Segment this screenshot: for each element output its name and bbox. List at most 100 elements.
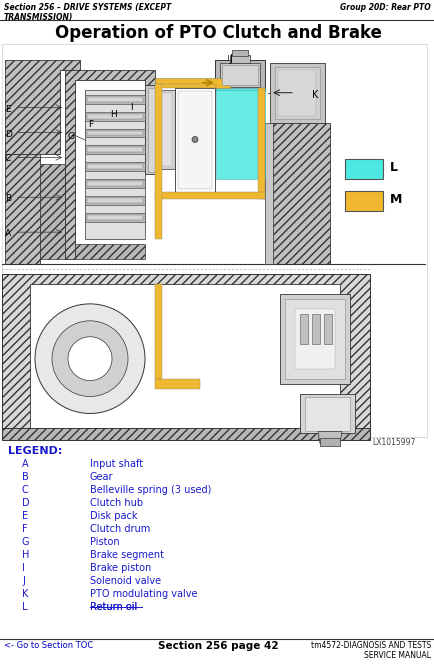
Text: K: K	[22, 589, 28, 598]
Polygon shape	[40, 164, 65, 259]
Text: E: E	[22, 511, 28, 521]
Bar	[294, 309, 334, 368]
Bar	[87, 96, 143, 102]
Text: Solenoid valve: Solenoid valve	[90, 576, 161, 586]
Bar	[299, 394, 354, 434]
Polygon shape	[65, 70, 155, 259]
Bar	[230, 55, 250, 63]
Bar	[178, 90, 211, 190]
Text: Disk pack: Disk pack	[90, 511, 137, 521]
Polygon shape	[5, 154, 40, 264]
Text: <- Go to Section TOC: <- Go to Section TOC	[4, 640, 93, 650]
Bar	[85, 180, 145, 188]
Text: G: G	[22, 537, 30, 547]
Text: I: I	[22, 563, 25, 573]
Text: Return oil: Return oil	[90, 602, 137, 612]
Text: M: M	[389, 194, 401, 206]
Bar	[264, 122, 273, 264]
Bar	[148, 88, 157, 172]
Text: A: A	[22, 460, 29, 469]
Text: Belleville spring (3 used): Belleville spring (3 used)	[90, 485, 211, 495]
Polygon shape	[155, 284, 161, 378]
Text: G: G	[68, 132, 75, 140]
Text: LEGEND:: LEGEND:	[8, 446, 62, 456]
Text: D: D	[5, 130, 12, 138]
Text: Section 256 – DRIVE SYSTEMS (EXCEPT
TRANSMISSION): Section 256 – DRIVE SYSTEMS (EXCEPT TRAN…	[4, 3, 171, 23]
Bar	[220, 63, 260, 86]
Bar	[155, 90, 174, 170]
Text: F: F	[22, 524, 28, 534]
Text: Clutch drum: Clutch drum	[90, 524, 150, 534]
Bar	[344, 160, 382, 180]
Bar	[85, 196, 145, 205]
Bar	[311, 314, 319, 344]
Text: Brake segment: Brake segment	[90, 550, 164, 560]
Polygon shape	[155, 78, 230, 88]
Polygon shape	[155, 192, 264, 199]
Bar	[2, 44, 426, 438]
Bar	[344, 192, 382, 211]
Text: B: B	[5, 194, 11, 203]
Text: Return oil: Return oil	[90, 602, 137, 612]
Bar	[85, 94, 145, 104]
Bar	[319, 438, 339, 446]
Text: Clutch hub: Clutch hub	[90, 498, 143, 508]
Bar	[274, 66, 319, 118]
Text: Operation of PTO Clutch and Brake: Operation of PTO Clutch and Brake	[54, 24, 381, 42]
Polygon shape	[270, 122, 329, 264]
Text: J: J	[22, 576, 25, 586]
Bar	[221, 65, 257, 84]
Polygon shape	[317, 432, 341, 444]
Polygon shape	[155, 378, 200, 388]
Text: PTO modulating valve: PTO modulating valve	[90, 589, 197, 598]
Text: LX1015997: LX1015997	[371, 438, 414, 448]
Text: B: B	[22, 472, 29, 482]
Circle shape	[35, 304, 145, 414]
Polygon shape	[5, 60, 80, 154]
Bar	[158, 92, 171, 166]
Bar	[85, 90, 145, 239]
Text: F: F	[88, 120, 93, 128]
Text: D: D	[22, 498, 30, 508]
Text: C: C	[5, 154, 11, 164]
Bar	[2, 428, 369, 440]
Bar	[270, 63, 324, 122]
Bar	[87, 130, 143, 136]
Text: Input shaft: Input shaft	[90, 460, 143, 469]
Polygon shape	[75, 244, 145, 259]
Bar	[279, 294, 349, 384]
Text: J: J	[228, 54, 231, 64]
Bar	[284, 299, 344, 378]
Bar	[299, 314, 307, 344]
Circle shape	[52, 321, 128, 396]
Bar	[85, 112, 145, 120]
Text: H: H	[110, 110, 116, 118]
Text: C: C	[22, 485, 29, 495]
Polygon shape	[2, 274, 369, 438]
Bar	[277, 70, 315, 116]
Bar	[87, 215, 143, 220]
Polygon shape	[30, 284, 339, 434]
Bar	[87, 164, 143, 170]
Polygon shape	[155, 84, 161, 239]
Bar	[87, 148, 143, 152]
Text: K: K	[311, 90, 318, 100]
Text: L: L	[389, 162, 397, 174]
Text: Piston: Piston	[90, 537, 119, 547]
Text: H: H	[22, 550, 30, 560]
Bar	[85, 213, 145, 222]
Text: tm4572-DIAGNOSIS AND TESTS
SERVICE MANUAL: tm4572-DIAGNOSIS AND TESTS SERVICE MANUA…	[310, 640, 430, 660]
Circle shape	[191, 136, 197, 142]
Text: L: L	[22, 602, 27, 612]
Bar	[174, 88, 214, 192]
Text: Group 20D: Rear PTO: Group 20D: Rear PTO	[339, 3, 430, 12]
Bar	[231, 50, 247, 56]
Polygon shape	[257, 88, 264, 200]
Bar	[214, 60, 264, 90]
Text: A: A	[5, 229, 11, 238]
Bar	[85, 128, 145, 138]
Bar	[87, 198, 143, 203]
Bar	[87, 182, 143, 186]
Polygon shape	[155, 84, 216, 88]
Polygon shape	[216, 88, 264, 180]
